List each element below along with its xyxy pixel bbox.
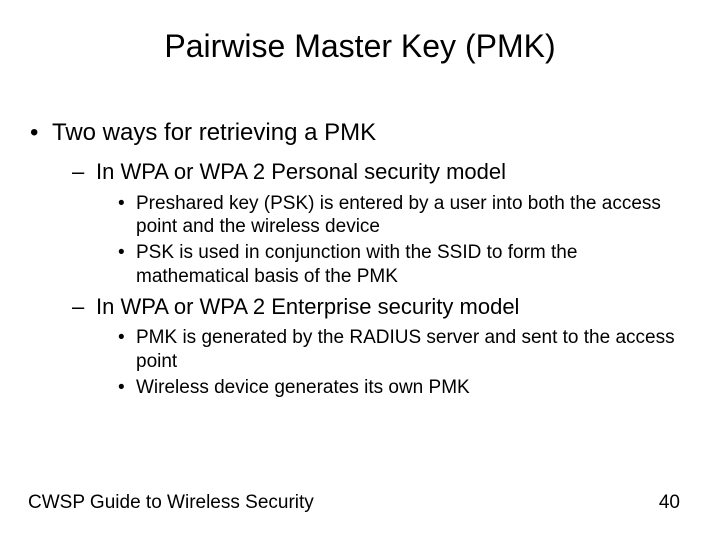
- bullet-level1: Two ways for retrieving a PMK: [28, 118, 692, 148]
- bullet-level3: Wireless device generates its own PMK: [28, 376, 692, 400]
- slide: Pairwise Master Key (PMK) Two ways for r…: [0, 0, 720, 540]
- bullet-level3: PMK is generated by the RADIUS server an…: [28, 326, 692, 374]
- footer-page-number: 40: [659, 492, 680, 514]
- bullet-level2: In WPA or WPA 2 Personal security model: [28, 158, 692, 186]
- bullet-level2: In WPA or WPA 2 Enterprise security mode…: [28, 293, 692, 321]
- slide-title: Pairwise Master Key (PMK): [0, 28, 720, 65]
- bullet-level3: Preshared key (PSK) is entered by a user…: [28, 192, 692, 240]
- slide-body: Two ways for retrieving a PMK In WPA or …: [28, 118, 692, 401]
- footer-source: CWSP Guide to Wireless Security: [28, 492, 314, 514]
- bullet-level3: PSK is used in conjunction with the SSID…: [28, 241, 692, 289]
